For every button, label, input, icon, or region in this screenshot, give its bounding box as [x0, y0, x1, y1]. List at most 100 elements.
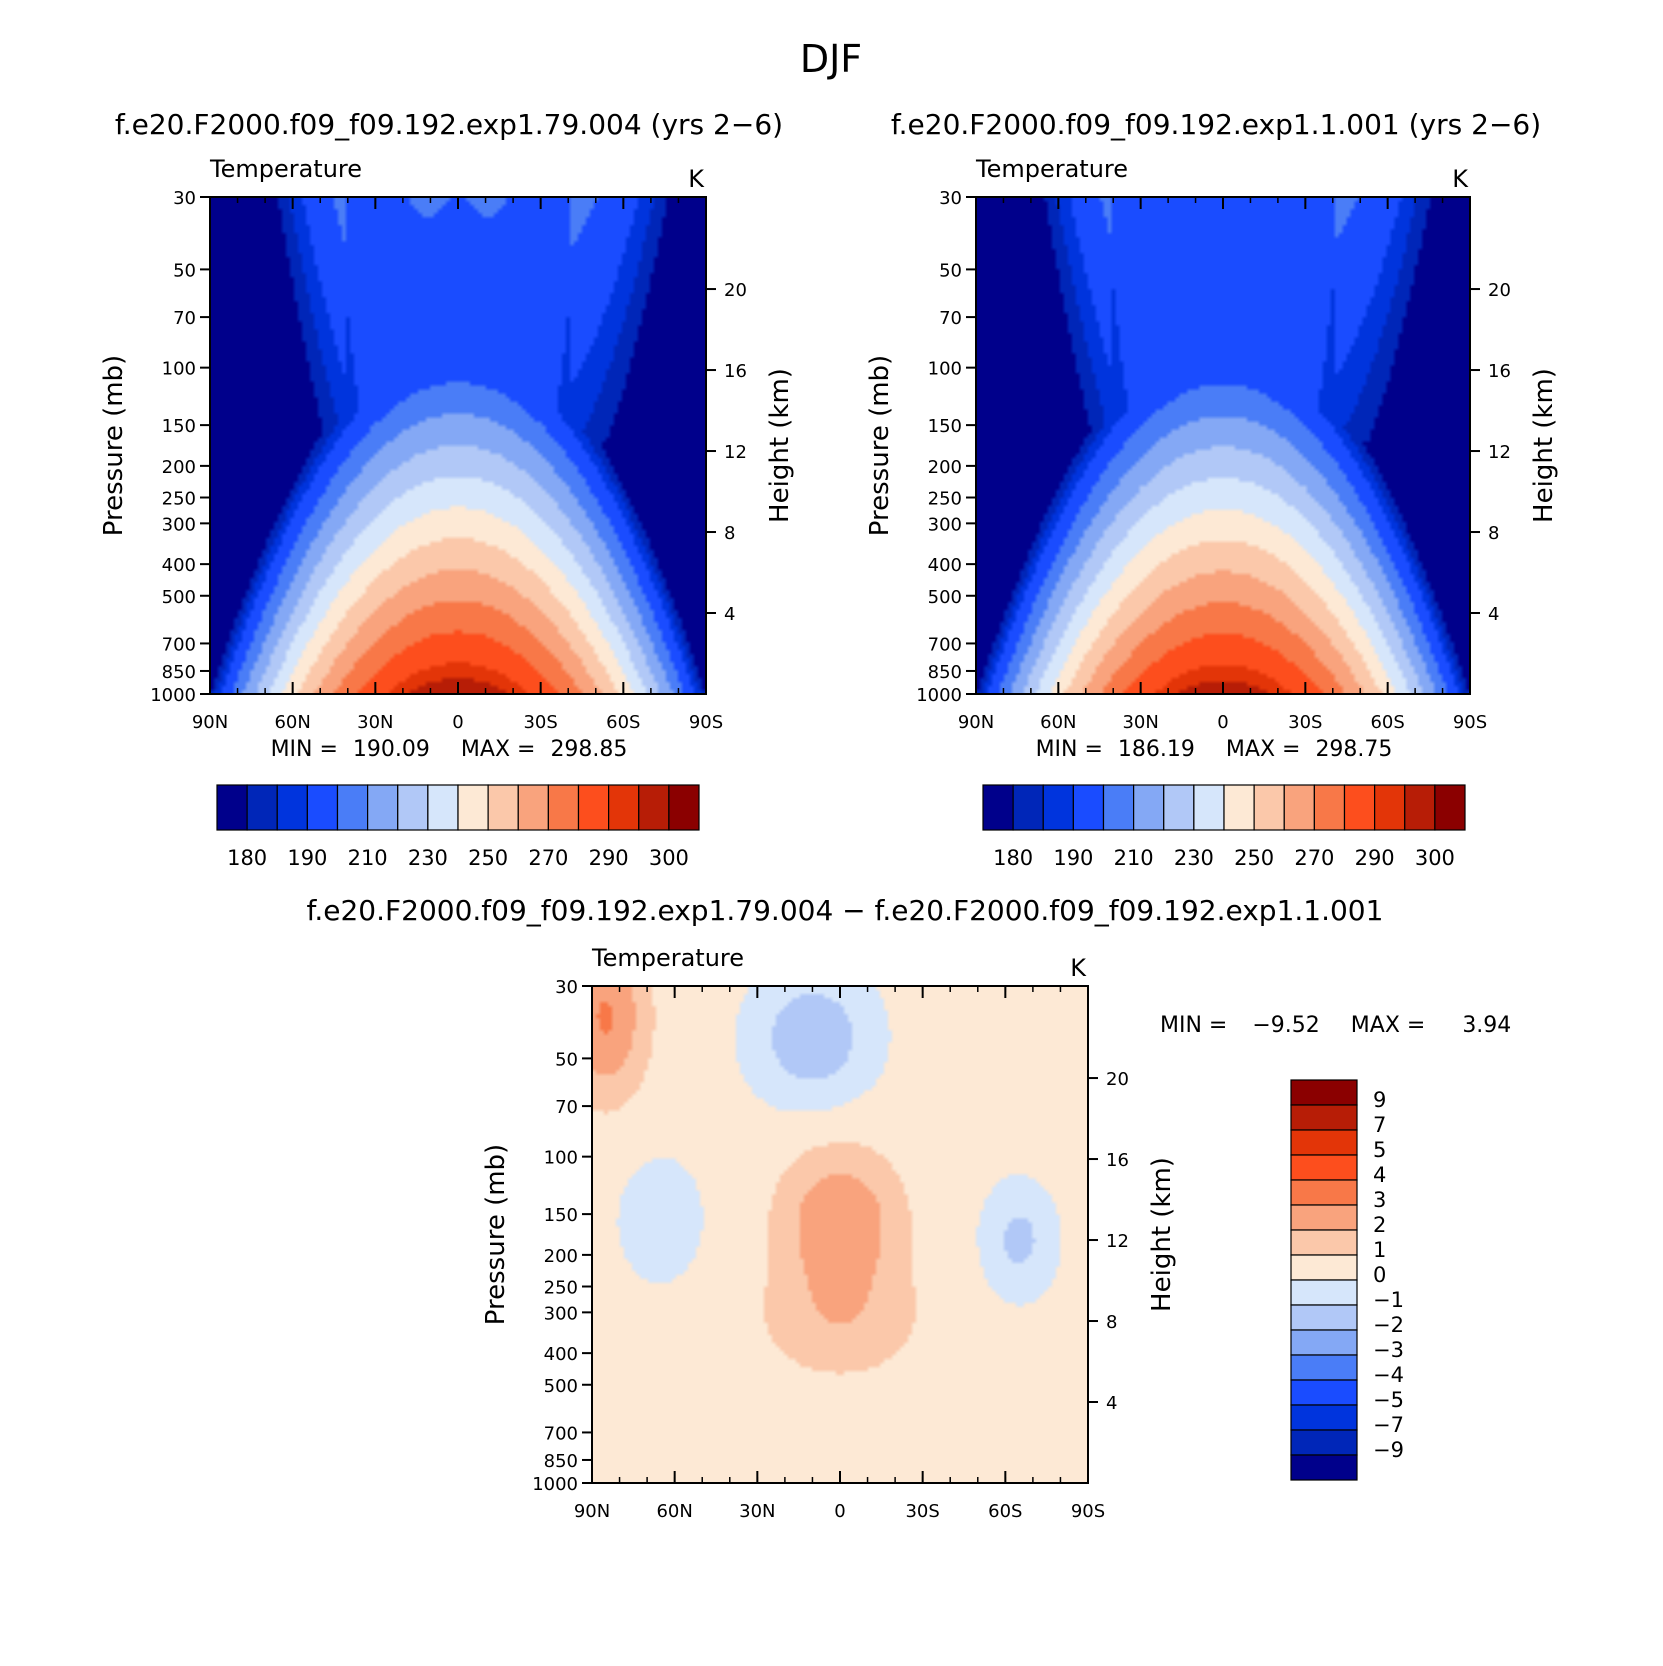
colorbar-swatch — [1290, 1454, 1358, 1481]
height-tick-label: 12 — [1106, 1231, 1129, 1252]
colorbar-label: 3 — [1373, 1188, 1386, 1212]
y-tick-label: 150 — [544, 1205, 578, 1226]
right-string: K — [688, 165, 705, 193]
min-label: MIN = — [271, 737, 338, 762]
colorbar-swatch — [397, 784, 429, 831]
contour-field — [210, 197, 706, 694]
y-tick-label: 200 — [544, 1246, 578, 1267]
y-tick-label: 250 — [928, 489, 962, 510]
colorbar-label: 7 — [1373, 1113, 1386, 1137]
colorbar-label: −2 — [1373, 1313, 1404, 1337]
y-tick-label: 100 — [928, 359, 962, 380]
colorbar-swatch — [1290, 1154, 1358, 1181]
y-tick-label: 400 — [928, 555, 962, 576]
colorbar-swatch — [276, 784, 308, 831]
colorbar-swatch — [1163, 784, 1195, 831]
colorbar-label: 9 — [1373, 1088, 1386, 1112]
height-tick-label: 8 — [724, 523, 735, 544]
colorbar-swatch — [1290, 1104, 1358, 1131]
x-tick-label: 90N — [574, 1501, 610, 1522]
min-value: 186.19 — [1118, 737, 1195, 762]
colorbar-swatch — [1253, 784, 1285, 831]
colorbar-label: 300 — [649, 846, 689, 870]
y-tick-label: 850 — [928, 662, 962, 683]
x-tick-label: 90N — [192, 712, 228, 733]
y-tick-label: 50 — [555, 1049, 578, 1070]
y-tick-label: 500 — [544, 1376, 578, 1397]
colorbar-swatch — [1223, 784, 1255, 831]
height-tick-label: 4 — [1488, 604, 1499, 625]
colorbar-label: 300 — [1415, 846, 1455, 870]
left-string: Temperature — [209, 155, 362, 183]
height-tick-label: 16 — [1488, 361, 1511, 382]
left-string: Temperature — [975, 155, 1128, 183]
y-tick-label: 700 — [544, 1423, 578, 1444]
y-tick-label: 200 — [162, 457, 196, 478]
min-max-label: MIN = 190.09 MAX = 298.85 — [271, 737, 628, 762]
y-tick-label: 200 — [928, 457, 962, 478]
colorbar-swatch — [1290, 1354, 1358, 1381]
colorbar-label: 180 — [227, 846, 267, 870]
y-axis-label-right: Height (km) — [1529, 368, 1559, 523]
colorbar-swatch — [668, 784, 700, 831]
x-tick-label: 60S — [606, 712, 640, 733]
colorbar-swatch — [1290, 1254, 1358, 1281]
x-tick-label: 30N — [739, 1501, 775, 1522]
colorbar-label: −4 — [1373, 1363, 1404, 1387]
panel-title: f.e20.F2000.f09_f09.192.exp1.1.001 (yrs … — [891, 108, 1541, 141]
min-max-label: MIN = 186.19 MAX = 298.75 — [1036, 737, 1393, 762]
y-tick-label: 70 — [173, 308, 196, 329]
max-label: MAX = — [1226, 737, 1301, 762]
plot-area: Temperature K 90N 60N 30N 0 30S 60S 90S 30 50 70 100… — [99, 155, 795, 733]
plot-area: Temperature K 90N 60N 30N 0 30S 60S 90S 30 50 70 100… — [481, 944, 1177, 1522]
colorbar-swatch — [1290, 1079, 1358, 1106]
colorbar-swatch — [1283, 784, 1315, 831]
colorbar-swatch — [577, 784, 610, 831]
colorbar-swatch — [638, 784, 670, 831]
colorbar-swatch — [1290, 1304, 1358, 1331]
contour-field — [976, 197, 1470, 694]
plot-area: Temperature K 90N 60N 30N 0 30S 60S 90S 30 50 70 100… — [865, 155, 1559, 733]
x-tick-label: 30N — [357, 712, 393, 733]
left-string: Temperature — [591, 944, 744, 972]
colorbar-swatch — [1012, 784, 1044, 831]
height-tick-label: 12 — [724, 442, 747, 463]
y-tick-label: 100 — [162, 359, 196, 380]
colorbar-label: 270 — [1294, 846, 1334, 870]
height-tick-label: 20 — [1488, 280, 1511, 301]
colorbar-swatch — [1290, 1129, 1358, 1156]
y-axis-label-right: Height (km) — [1147, 1157, 1177, 1312]
colorbar-label: 190 — [287, 846, 327, 870]
y-tick-label: 500 — [162, 587, 196, 608]
colorbar-swatch — [216, 784, 248, 831]
x-tick-label: 0 — [1217, 712, 1228, 733]
x-tick-label: 30N — [1122, 712, 1158, 733]
colorbar-label: 180 — [993, 846, 1033, 870]
colorbar: 180 190 210 230 250 270 290 300 — [982, 784, 1466, 870]
colorbar-label: 290 — [589, 846, 629, 870]
colorbar-swatch — [1193, 784, 1225, 831]
colorbar-swatch — [1290, 1279, 1358, 1306]
height-tick-label: 4 — [1106, 1393, 1117, 1414]
y-axis-label: Pressure (mb) — [865, 355, 895, 536]
x-tick-label: 60S — [1370, 712, 1404, 733]
y-tick-label: 1000 — [916, 685, 962, 706]
figure-title: DJF — [800, 37, 862, 81]
min-value: −9.52 — [1252, 1013, 1319, 1038]
colorbar-label: 250 — [468, 846, 508, 870]
colorbar-swatch — [1290, 1379, 1358, 1406]
colorbar-label: 4 — [1373, 1163, 1386, 1187]
colorbar-label: −9 — [1373, 1438, 1404, 1462]
max-value: 298.75 — [1315, 737, 1392, 762]
y-tick-label: 50 — [173, 260, 196, 281]
y-tick-label: 1000 — [532, 1474, 578, 1495]
colorbar-label: −5 — [1373, 1388, 1404, 1412]
colorbar-swatch — [1290, 1404, 1358, 1431]
right-string: K — [1070, 954, 1087, 982]
x-tick-label: 30S — [1288, 712, 1322, 733]
y-tick-label: 30 — [173, 188, 196, 209]
colorbar-swatch — [367, 784, 399, 831]
y-tick-label: 150 — [928, 416, 962, 437]
colorbar-swatch — [1102, 784, 1135, 831]
